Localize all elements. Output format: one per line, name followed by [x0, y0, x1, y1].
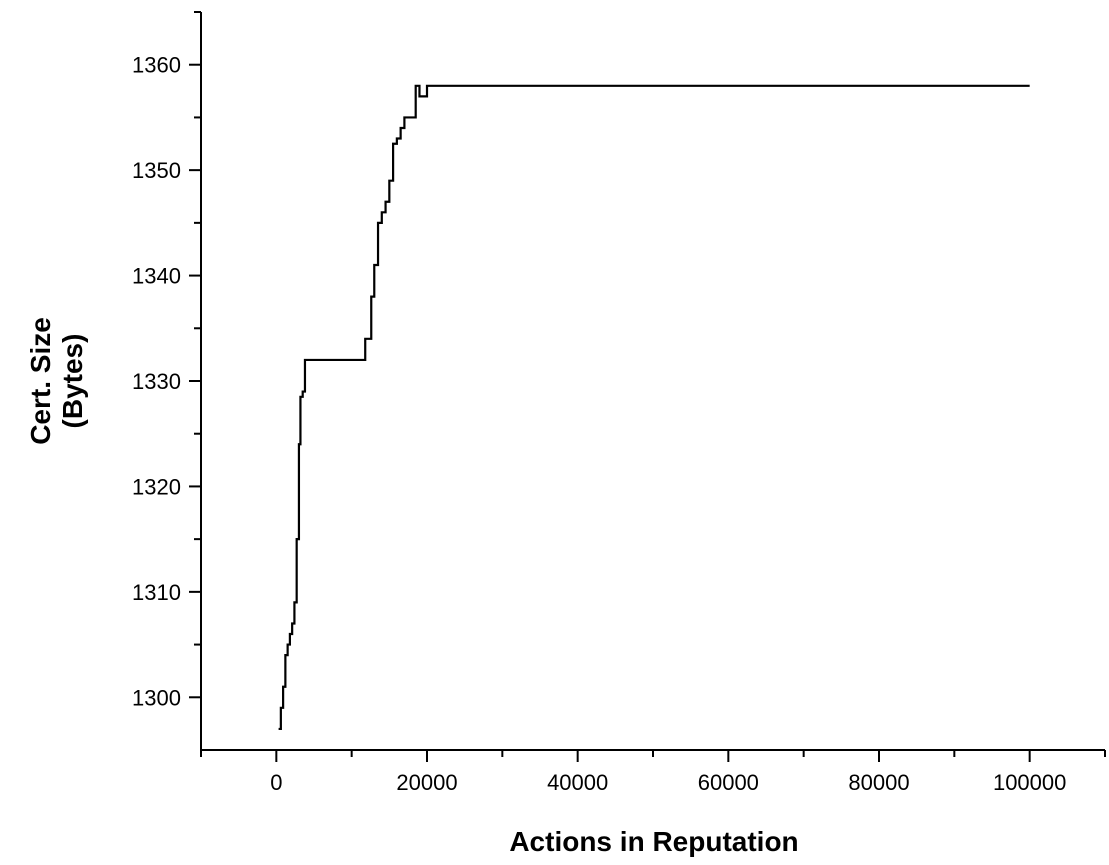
y-ticks: 1300 1310 1320 1330 1340 1350 1360: [132, 11, 201, 710]
y-tick-label: 1310: [132, 580, 181, 605]
x-ticks: 0 20000 40000 60000 80000 100000: [200, 750, 1106, 795]
series-line-0: [278, 84, 1030, 731]
y-tick-label: 1360: [132, 53, 181, 78]
x-tick-label: 100000: [993, 770, 1066, 795]
x-axis-title: Actions in Reputation: [509, 826, 798, 857]
y-tick-label: 1340: [132, 264, 181, 289]
x-tick-label: 20000: [396, 770, 457, 795]
x-tick-label: 60000: [698, 770, 759, 795]
y-tick-label: 1350: [132, 158, 181, 183]
y-tick-label: 1330: [132, 369, 181, 394]
y-axis-title-line2: (Bytes): [57, 334, 88, 429]
series-group: [278, 84, 1030, 731]
x-tick-label: 80000: [848, 770, 909, 795]
x-tick-label: 40000: [547, 770, 608, 795]
y-axis-title-line1: Cert. Size: [25, 317, 56, 445]
y-tick-label: 1300: [132, 685, 181, 710]
y-tick-label: 1320: [132, 474, 181, 499]
x-tick-label: 0: [270, 770, 282, 795]
